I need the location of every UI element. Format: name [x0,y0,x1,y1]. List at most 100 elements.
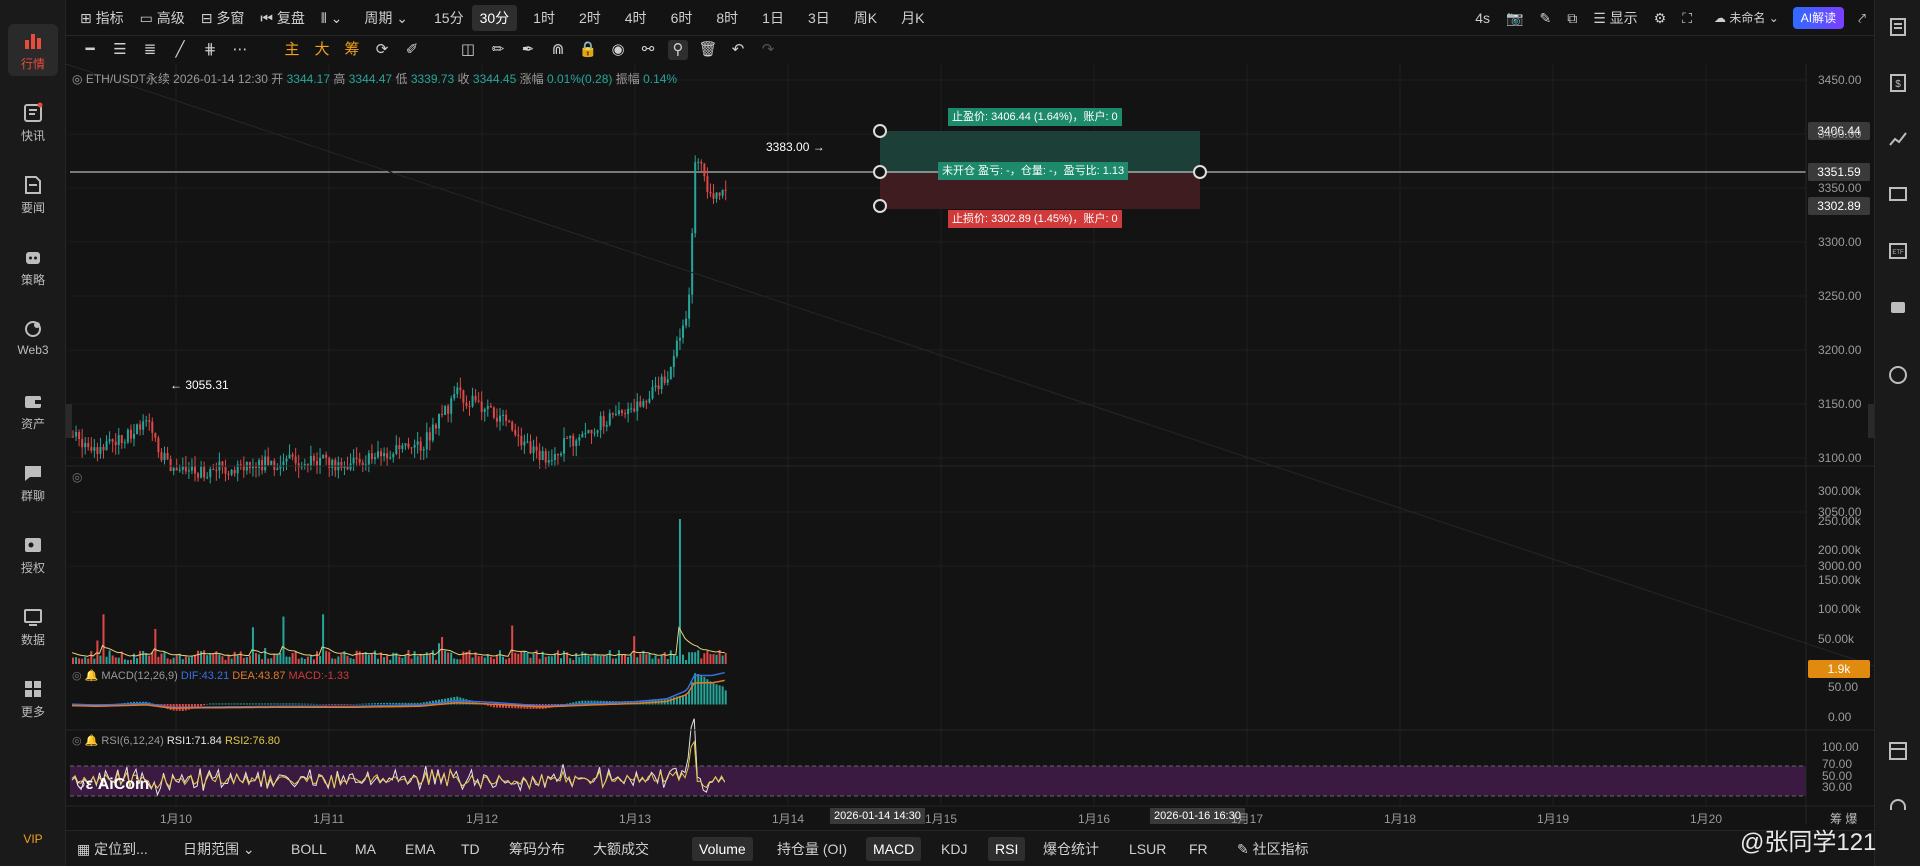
channel-icon[interactable]: ⋕ [203,41,217,58]
bot-icon[interactable] [1887,296,1909,318]
stop-loss-label[interactable]: 止损价: 3302.89 (1.45%)，账户: 0 [948,210,1122,228]
period-2h[interactable]: 2时 [578,9,601,26]
vip-badge[interactable]: VIP [0,832,66,846]
trade-icon[interactable]: $ [1887,72,1909,94]
indicator-td[interactable]: TD [461,841,480,857]
chip-icon[interactable]: 筹 [344,41,360,58]
indicator-lsur[interactable]: LSUR [1129,841,1167,857]
sidebar-item-flash[interactable]: 快讯 [0,102,66,144]
period-1h[interactable]: 1时 [533,9,555,26]
fib-lines-icon[interactable]: ≣ [143,41,157,58]
sidebar-item-data[interactable]: 数据 [0,606,66,648]
position-info-label[interactable]: 未开仓 盈亏: -，仓量: -，盈亏比: 1.13 [938,162,1129,180]
rsi-toggle-icon[interactable]: ◎ 🔔 [72,735,99,747]
redo-icon[interactable]: ↷ [761,41,775,58]
tp-handle[interactable] [873,124,887,138]
lock-icon[interactable]: 🔒 [578,41,598,58]
community-indicator-button[interactable]: ✎ 社区指标 [1237,841,1309,857]
link-icon[interactable]: ⚯ [641,41,655,58]
period-30m[interactable]: 30分 [471,4,518,31]
sidebar-item-assets[interactable]: 资产 [0,390,66,432]
multi-window-button[interactable]: ⊟ 多窗 [200,9,245,26]
monitor-icon[interactable] [1887,184,1909,206]
camera-icon[interactable]: 📷 [1506,9,1524,26]
period-6h[interactable]: 6时 [670,9,693,26]
indicator-button[interactable]: ⊞ 指标 [80,9,124,26]
period-4h[interactable]: 4时 [624,9,647,26]
indicator-kdj[interactable]: KDJ [941,841,968,857]
replay-button[interactable]: ⏮ 复盘 [260,9,305,26]
left-expand-handle[interactable] [66,404,72,438]
filter-icon[interactable]: ⚲ [668,40,688,60]
indicator-oi[interactable]: 持仓量 (OI) [777,841,847,857]
big-trade-icon[interactable]: 大 [314,41,330,58]
display-button[interactable]: ☰ 显示 [1593,9,1638,26]
chart-canvas[interactable] [66,64,1874,824]
period-3d[interactable]: 3日 [807,9,830,26]
macd-toggle-icon[interactable]: ◎ 🔔 [72,670,99,682]
layout-dropdown[interactable]: ☁ 未命名 ⌄ [1714,10,1779,25]
period-8h[interactable]: 8时 [716,9,739,26]
note-icon[interactable]: ⧉ [1567,9,1578,26]
shapes-icon[interactable]: ◫ [460,41,476,58]
headset-icon[interactable] [1887,796,1909,818]
sync-icon[interactable]: ⟳ [375,41,389,58]
width-handle[interactable] [1193,165,1207,179]
symbol-label[interactable]: ETH/USDT永续 [85,72,170,86]
sl-handle[interactable] [873,199,887,213]
period-month[interactable]: 月K [901,9,925,26]
eye-icon[interactable]: ◉ [611,41,625,58]
trend-line-icon[interactable]: ╱ [175,41,185,58]
corner-labels[interactable]: 筹 爆 [1830,812,1858,826]
etf-icon[interactable]: ETF [1887,240,1909,262]
date-range-button[interactable]: 日期范围 ⌄ [183,841,255,857]
undo-icon[interactable]: ↶ [731,41,745,58]
trash-icon[interactable]: 🗑 [698,41,718,58]
take-profit-label[interactable]: 止盈价: 3406.44 (1.64%)，账户: 0 [948,108,1122,126]
locate-button[interactable]: ▦ 定位到... [77,841,148,857]
period-1d[interactable]: 1日 [762,9,784,26]
volume-toggle-icon[interactable]: ◎ [72,470,83,484]
pen-icon[interactable]: ✎ [1539,9,1552,26]
eraser-icon[interactable]: ✐ [405,41,419,58]
candle-type-button[interactable]: ⫴ ⌄ [313,5,351,31]
sidebar-item-web3[interactable]: Web3 [0,318,66,357]
sidebar-item-market[interactable]: 行情 [0,30,66,72]
indicator-volume[interactable]: Volume [692,837,753,861]
indicator-macd[interactable]: MACD [866,837,922,861]
orderbook-icon[interactable] [1887,16,1909,38]
horizontal-ray-icon[interactable]: ━ [85,41,95,58]
brush-icon[interactable]: ✒ [521,41,535,58]
entry-handle[interactable] [873,165,887,179]
indicator-liquidation[interactable]: 爆仓统计 [1043,841,1099,857]
magnet-icon[interactable]: ⋒ [551,41,565,58]
period-dropdown[interactable]: 周期 ⌄ [364,9,409,26]
indicator-ema[interactable]: EMA [405,841,436,857]
parallel-lines-icon[interactable]: ☰ [113,41,127,58]
main-chart-icon[interactable]: 主 [284,41,300,58]
settings-icon[interactable]: ⚙ [1653,9,1667,26]
period-week[interactable]: 周K [853,9,878,26]
period-15m[interactable]: 15分 [434,9,464,26]
sidebar-item-more[interactable]: 更多 [0,678,66,720]
refresh-interval[interactable]: 4s [1475,9,1491,26]
pencil-icon[interactable]: ✏ [491,41,505,58]
trend-icon[interactable] [1887,128,1909,150]
indicator-fr[interactable]: FR [1189,841,1208,857]
indicator-big-trade[interactable]: 大额成交 [593,841,649,857]
layout-icon[interactable] [1887,740,1909,762]
sidebar-item-chat[interactable]: 群聊 [0,462,66,504]
fullscreen-icon[interactable]: ⛶ [1682,9,1693,26]
indicator-rsi[interactable]: RSI [988,837,1026,861]
chart-area[interactable]: ◎ ETH/USDT永续 2026-01-14 12:30 开 3344.17 … [66,64,1874,826]
swap-icon[interactable] [1887,364,1909,386]
right-expand-handle[interactable] [1868,404,1874,438]
ai-interpret-button[interactable]: AI解读 [1792,6,1845,29]
sidebar-item-news[interactable]: 要闻 [0,174,66,216]
indicator-chip[interactable]: 筹码分布 [509,841,565,857]
more-tools-icon[interactable]: ⋯ [232,41,248,58]
sidebar-item-auth[interactable]: 授权 [0,534,66,576]
advanced-button[interactable]: ▭ 高级 [139,9,185,26]
sidebar-item-strategy[interactable]: 策略 [0,246,66,288]
eye-toggle-icon[interactable]: ◎ [72,72,86,86]
